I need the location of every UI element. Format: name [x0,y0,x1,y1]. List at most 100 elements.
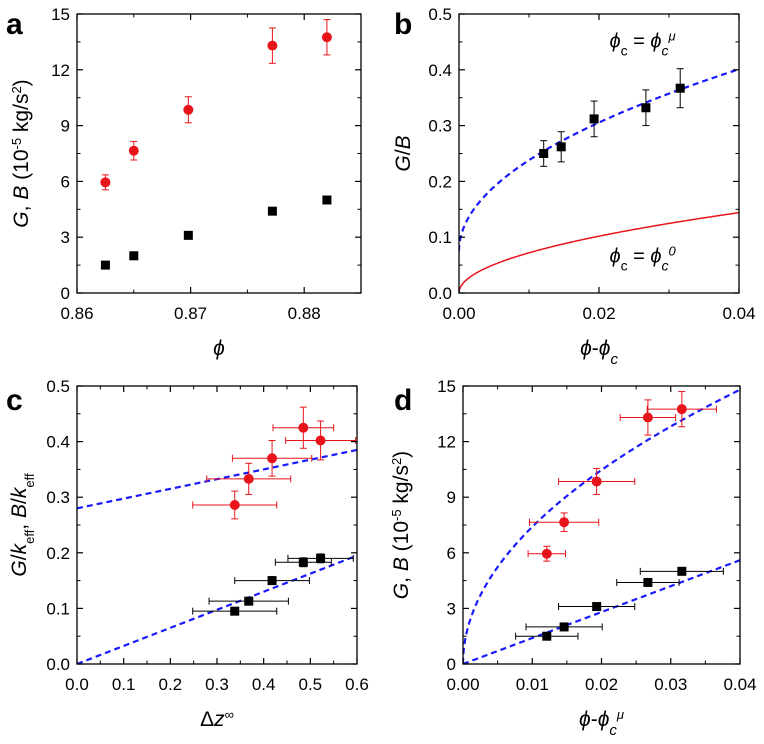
fit-curve [463,388,740,664]
data-point-square [244,596,254,606]
x-tick-label: 0.3 [205,675,229,694]
y-axis-label: G, B (10-5 kg/s2) [389,451,414,599]
y-tick-label: 3 [61,228,70,247]
axes-frame [462,385,741,665]
y-axis-label: G/B [392,135,415,171]
x-tick-label: 0.03 [654,675,687,694]
x-tick-label: 0.04 [723,675,756,694]
x-tick-label: 0.01 [516,675,549,694]
data-point-circle [183,104,194,115]
data-point-square [643,577,653,587]
data-point-circle [100,177,111,188]
x-tick-label: 0.0 [65,675,89,694]
panel-a: a 0.86 0.87 0.88 0 3 6 9 12 15 ϕ G, B (10-5 kg/s2) [6,5,362,360]
y-tick-label: 15 [437,377,456,396]
x-axis-label: ϕ-ϕcμ [579,707,624,739]
x-tick-label: 0.04 [722,304,755,323]
x-axis-label: ϕ [213,337,225,360]
x-axis-label: Δz∞ [200,707,234,732]
annotation: ϕc = ϕcμ [610,28,676,59]
y-tick-label: 12 [437,433,456,452]
axes-frame [76,13,362,294]
data-point-square [100,260,110,270]
x-axis-label: ϕ-ϕc [580,337,618,368]
data-point-square [559,622,569,632]
data-point-square [542,631,552,641]
data-point-square [592,602,602,612]
data-point-square [641,103,651,113]
data-point-square [298,557,308,567]
y-axis-label: G, B (10-5 kg/s2) [9,79,34,227]
data-point-circle [267,453,278,464]
y-tick-label: 0.0 [428,284,452,303]
panel-b: b ϕc = ϕcμ ϕc = ϕc0 0.00 0.02 0.04 0.0 0.1 0.2 0.… [392,5,756,368]
fit-curve [463,559,740,664]
panel-letter: c [6,384,23,417]
data-point-circle [298,422,309,433]
y-tick-label: 0.0 [46,655,70,674]
y-tick-label: 0.2 [428,172,452,191]
x-tick-label: 0.02 [585,675,618,694]
y-tick-label: 0.3 [428,117,452,136]
data-point-circle [676,404,687,415]
annotation: ϕc = ϕc0 [610,243,677,274]
data-point-square [267,576,277,586]
data-point-circle [541,548,552,559]
y-tick-label: 0.1 [428,228,452,247]
panel-d: d 0.00 0.01 0.02 0.03 0.04 0 3 6 9 12 15 ϕ-ϕcμ G, B (… [389,377,757,739]
y-tick-label: 6 [61,172,70,191]
data-point-square [322,195,332,205]
panel-letter: a [6,8,23,41]
data-point-circle [559,517,570,528]
x-tick-label: 0.88 [288,304,321,323]
y-tick-label: 15 [51,5,70,24]
y-tick-label: 0.3 [46,488,70,507]
data-point-circle [229,499,240,510]
y-tick-label: 0.4 [46,433,70,452]
x-tick-label: 0.5 [299,675,323,694]
data-point-square [677,566,687,576]
data-point-square [230,606,240,616]
y-tick-label: 0 [447,655,456,674]
data-point-square [316,553,326,563]
data-point-circle [591,476,602,487]
panel-letter: d [394,384,412,417]
fit-curve [459,211,739,293]
y-tick-label: 0 [61,284,70,303]
x-tick-label: 0.86 [60,304,93,323]
fit-curve [459,68,739,252]
data-point-circle [128,145,139,156]
panel-c: c 0.0 0.1 0.2 0.3 0.4 0.5 0.6 0.0 0.1 0.2 0.3 0.4 0.5… [6,377,369,731]
data-point-circle [321,32,332,43]
panel-letter: b [394,8,412,41]
y-tick-label: 0.5 [428,5,452,24]
axes-frame [458,13,740,294]
x-tick-label: 0.02 [582,304,615,323]
data-point-circle [267,40,278,51]
y-axis-label: G/keff, B/keff [8,473,37,577]
data-point-square [675,83,685,93]
data-point-square [267,206,277,216]
y-tick-label: 0.2 [46,544,70,563]
y-tick-label: 12 [51,61,70,80]
data-point-circle [243,473,254,484]
x-tick-label: 0.1 [112,675,136,694]
data-point-square [556,142,566,152]
data-point-square [183,230,193,240]
fit-curve [77,554,357,664]
data-point-circle [315,435,326,446]
y-tick-label: 6 [447,544,456,563]
x-tick-label: 0.2 [159,675,183,694]
y-tick-label: 0.1 [46,599,70,618]
x-tick-label: 0.4 [252,675,276,694]
x-tick-label: 0.00 [442,304,475,323]
y-tick-label: 3 [447,599,456,618]
data-point-square [539,149,549,158]
y-tick-label: 0.4 [428,61,452,80]
y-tick-label: 0.5 [46,377,70,396]
x-tick-label: 0.87 [174,304,207,323]
x-tick-label: 0.6 [345,675,369,694]
data-point-square [129,251,139,261]
x-tick-label: 0.00 [446,675,479,694]
